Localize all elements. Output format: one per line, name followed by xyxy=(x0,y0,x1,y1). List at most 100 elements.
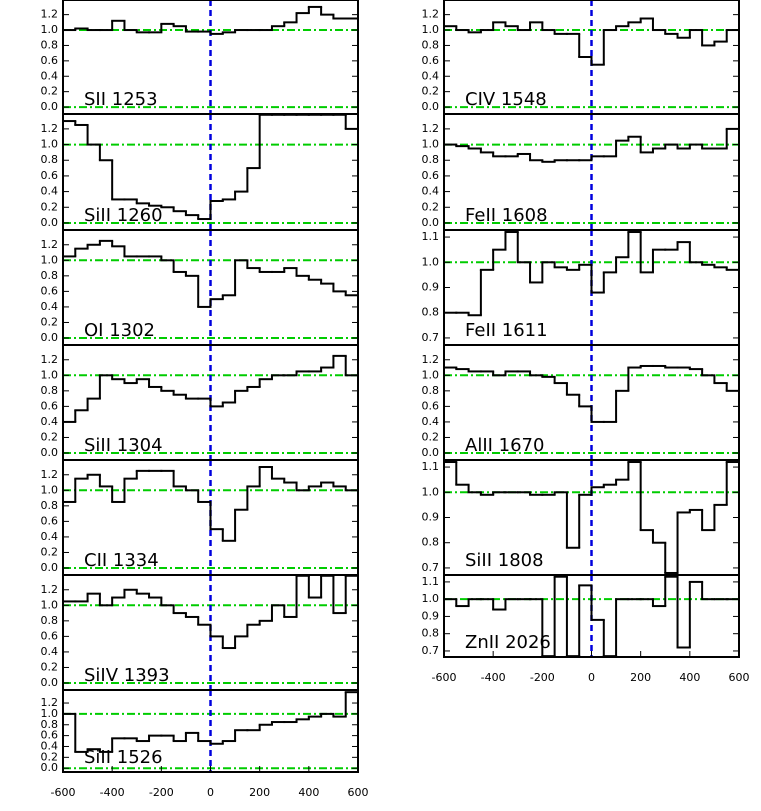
plot-area xyxy=(444,0,739,114)
y-tick-label: 0.4 xyxy=(41,185,59,198)
y-tick-label: 0.2 xyxy=(41,430,59,443)
y-tick-label: 0.7 xyxy=(422,331,440,344)
y-tick-label: 0.8 xyxy=(422,384,440,397)
panel-label: SiII 1808 xyxy=(465,550,544,571)
y-tick-label: 1.0 xyxy=(41,483,59,496)
panel-label: AlII 1670 xyxy=(465,435,544,456)
x-tick-label: 600 xyxy=(729,671,750,684)
y-tick-label: 0.2 xyxy=(422,200,440,213)
x-tick-label: 400 xyxy=(679,671,700,684)
panel: 0.0 0.2 0.4 0.6 0.8 1.0 1.2 CII 1334 xyxy=(41,459,359,576)
y-tick-label: 0.8 xyxy=(422,627,440,640)
panel: 0.0 0.2 0.4 0.6 0.8 1.0 1.2 AlII 1670 xyxy=(422,344,740,461)
y-tick-label: 0.2 xyxy=(422,85,440,98)
y-tick-label: 0.6 xyxy=(41,169,59,182)
panel-label: SiIV 1393 xyxy=(84,665,170,686)
x-tick-label: -200 xyxy=(149,786,174,799)
y-tick-label: 0.2 xyxy=(41,85,59,98)
panel-label: ZnII 2026 xyxy=(465,632,551,653)
y-tick-label: 0.8 xyxy=(41,718,59,731)
y-tick-label: 0.4 xyxy=(422,69,440,82)
y-tick-label: 0.0 xyxy=(41,761,59,774)
y-tick-label: 0.6 xyxy=(41,629,59,642)
y-tick-label: 0.0 xyxy=(41,331,59,344)
y-tick-label: 0.6 xyxy=(422,54,440,67)
y-tick-label: 0.8 xyxy=(422,536,440,549)
x-tick-label: 0 xyxy=(588,671,595,684)
y-tick-label: 0.6 xyxy=(422,169,440,182)
y-tick-label: 0.9 xyxy=(422,511,440,524)
y-tick-label: 1.0 xyxy=(422,23,440,36)
panel-label: CII 1334 xyxy=(84,550,159,571)
panel: 0.7 0.8 0.9 1.0 1.1 FeII 1611 xyxy=(422,229,740,346)
panel-label: FeII 1611 xyxy=(465,320,548,341)
y-tick-label: 0.4 xyxy=(41,69,59,82)
x-tick-label: 400 xyxy=(298,786,319,799)
y-tick-label: 1.0 xyxy=(41,598,59,611)
plot-area xyxy=(444,460,739,575)
y-tick-label: 1.2 xyxy=(422,353,440,366)
x-tick-label: -400 xyxy=(100,786,125,799)
y-tick-label: 0.8 xyxy=(41,499,59,512)
y-tick-label: 0.6 xyxy=(41,284,59,297)
panel: 0.0 0.2 0.4 0.6 0.8 1.0 1.2 SiII 1260 xyxy=(41,113,359,231)
x-tick-label: -600 xyxy=(432,671,457,684)
panel-label: OI 1302 xyxy=(84,320,155,341)
y-tick-label: 0.0 xyxy=(41,216,59,229)
panel-label: SiII 1304 xyxy=(84,435,163,456)
y-tick-label: 1.1 xyxy=(422,460,440,473)
y-tick-label: 0.6 xyxy=(41,514,59,527)
y-tick-label: 0.8 xyxy=(41,384,59,397)
y-tick-label: 0.4 xyxy=(422,185,440,198)
y-tick-label: 1.2 xyxy=(41,468,59,481)
y-tick-label: 1.1 xyxy=(422,230,440,243)
y-tick-label: 0.8 xyxy=(422,38,440,51)
y-tick-label: 0.6 xyxy=(422,399,440,412)
panel: 0.7 0.8 0.9 1.0 1.1 SiII 1808 xyxy=(422,459,740,576)
panel: 0.0 0.2 0.4 0.6 0.8 1.0 1.2 CIV 1548 xyxy=(422,0,740,115)
panel: 0.0 0.2 0.4 0.6 0.8 1.0 1.2 OI 1302 xyxy=(41,229,359,346)
plot-area xyxy=(63,575,358,690)
y-tick-label: 0.6 xyxy=(41,729,59,742)
y-tick-label: 1.2 xyxy=(41,583,59,596)
plot-area xyxy=(444,114,739,230)
plot-area xyxy=(444,575,739,657)
y-tick-label: 0.8 xyxy=(41,269,59,282)
plot-area xyxy=(63,230,358,345)
y-tick-label: 0.8 xyxy=(41,614,59,627)
y-tick-label: 0.4 xyxy=(41,530,59,543)
y-tick-label: 1.0 xyxy=(41,368,59,381)
y-tick-label: 0.2 xyxy=(41,545,59,558)
y-tick-label: 1.2 xyxy=(41,238,59,251)
y-tick-label: 0.4 xyxy=(422,415,440,428)
plot-area xyxy=(63,345,358,460)
panel-label: SiII 1526 xyxy=(84,747,163,768)
y-tick-label: 0.0 xyxy=(41,676,59,689)
y-tick-label: 1.0 xyxy=(41,138,59,151)
plot-area xyxy=(63,0,358,114)
panel-label: CIV 1548 xyxy=(465,89,547,110)
panel: 0.0 0.2 0.4 0.6 0.8 1.0 1.2 FeII 1608 xyxy=(422,113,740,231)
x-tick-label: -400 xyxy=(481,671,506,684)
y-tick-label: 1.0 xyxy=(41,23,59,36)
y-tick-label: 0.4 xyxy=(41,739,59,752)
y-tick-label: 0.7 xyxy=(422,561,440,574)
y-tick-label: 1.1 xyxy=(422,575,440,588)
panel: 0.0 0.2 0.4 0.6 0.8 1.0 1.2 SiII 1304 xyxy=(41,344,359,461)
y-tick-label: 0.0 xyxy=(422,100,440,113)
plot-area xyxy=(444,345,739,460)
y-tick-label: 1.2 xyxy=(422,8,440,21)
y-tick-label: 1.0 xyxy=(422,138,440,151)
y-tick-label: 0.6 xyxy=(41,399,59,412)
y-tick-label: 0.0 xyxy=(41,100,59,113)
axes-frame xyxy=(443,574,740,658)
panel: 0.0 0.2 0.4 0.6 0.8 1.0 1.2 SiIV 1393 xyxy=(41,574,359,691)
y-tick-label: 0.4 xyxy=(41,415,59,428)
y-tick-label: 1.2 xyxy=(41,8,59,21)
x-tick-label: -600 xyxy=(51,786,76,799)
y-tick-label: 1.2 xyxy=(422,122,440,135)
y-tick-label: 0.8 xyxy=(422,153,440,166)
y-tick-label: 0.8 xyxy=(41,153,59,166)
panel-label: SII 1253 xyxy=(84,89,158,110)
